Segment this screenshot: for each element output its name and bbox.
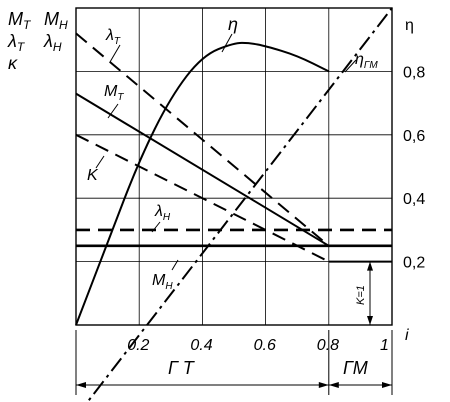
y-tick-label: 0,6: [403, 128, 425, 145]
label-eta-gm: ηГМ: [355, 51, 378, 71]
y-right-label: η: [405, 17, 414, 34]
leader: [95, 155, 105, 169]
x-tick-label: 0.8: [317, 337, 339, 354]
k1-label: K=1: [355, 285, 367, 305]
leader: [151, 221, 161, 233]
arrow-head: [318, 382, 329, 388]
y-tick-label: 0,4: [403, 191, 425, 208]
leader: [109, 44, 121, 63]
label-lambda-h: λH: [154, 203, 171, 223]
x-tick-label: 1: [380, 337, 389, 354]
arrow-head: [328, 382, 339, 388]
arrow-head: [367, 316, 373, 325]
x-axis-end-label: i: [405, 327, 409, 344]
label-eta: η: [228, 14, 238, 34]
region-label-gt: Г Т: [168, 358, 196, 378]
annotations: Г Т ГМ K=1 λT MT KλH MH η ηГМ: [75, 14, 393, 395]
y-left-label: λH: [43, 31, 62, 54]
y-left-label: MH: [44, 9, 68, 32]
label-lambda-t: λT: [105, 27, 121, 47]
series-line-1: [86, 7, 393, 402]
leader: [344, 59, 357, 73]
arrow-head: [76, 382, 86, 388]
series-layer: [75, 7, 393, 402]
leader: [171, 259, 179, 271]
region-label-gm: ГМ: [343, 358, 368, 378]
arrow-head: [367, 261, 373, 271]
leader: [221, 33, 233, 53]
y-tick-label: 0,2: [403, 255, 425, 272]
series-line-2: [75, 32, 330, 247]
y-left-label: λT: [7, 31, 26, 54]
plot-frame: [75, 7, 393, 326]
series-line-0: [75, 41, 330, 326]
arrow-head: [382, 382, 392, 388]
label-m-t: MT: [104, 83, 124, 103]
leader: [107, 103, 119, 119]
tick-labels: 0.2 0.4 0.6 0.8 1i 0,2 0,4 0,6 0,8 η MT MH λT λH κ: [7, 9, 425, 354]
series-line-3: [75, 92, 330, 247]
x-tick-label: 0.4: [190, 337, 212, 354]
y-left-label: κ: [8, 53, 18, 73]
y-left-label: MT: [8, 9, 32, 32]
x-tick-label: 0.6: [254, 337, 276, 354]
x-tick-label: 0.2: [127, 337, 149, 354]
y-tick-label: 0,8: [403, 64, 425, 81]
series-line-4: [75, 133, 330, 263]
label-m-h: MH: [152, 272, 173, 292]
label-k: K: [87, 167, 99, 184]
